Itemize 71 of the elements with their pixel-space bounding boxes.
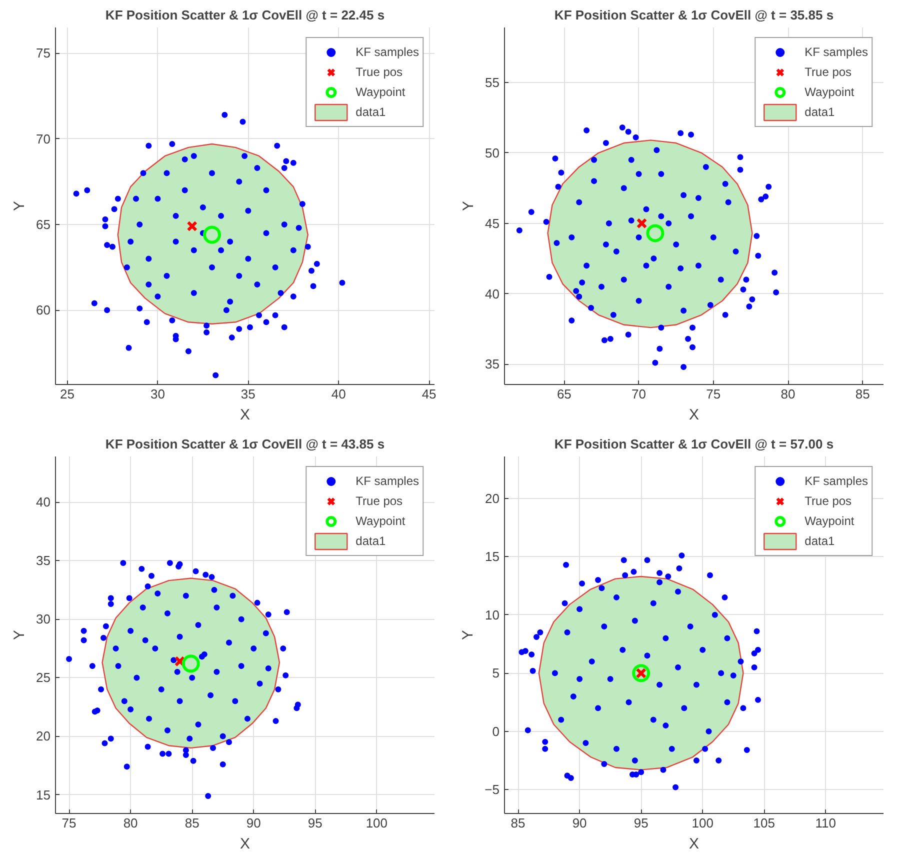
legend-label: True pos <box>804 494 852 508</box>
x-tick-label: 70 <box>632 386 646 402</box>
y-tick-label: 15 <box>36 787 51 802</box>
x-tick-label: 105 <box>753 816 775 830</box>
legend-label: Waypoint <box>804 85 854 99</box>
chart-title: KF Position Scatter & 1σ CovEll @ t = 57.00 s <box>554 436 834 452</box>
legend-label: data1 <box>356 534 386 548</box>
x-tick-label: 85 <box>855 386 870 402</box>
legend-label: KF samples <box>804 45 868 59</box>
legend-label: Waypoint <box>356 514 406 528</box>
x-tick-label: 35 <box>240 386 256 402</box>
x-tick-label: 45 <box>422 386 436 402</box>
x-tick-label: 95 <box>634 816 648 830</box>
y-tick-label: 75 <box>36 46 51 61</box>
y-tick-label: 0 <box>492 724 500 739</box>
x-tick-label: 80 <box>123 816 138 830</box>
x-tick-label: 85 <box>184 816 200 830</box>
y-tick-label: 70 <box>36 131 51 146</box>
y-tick-label: 45 <box>485 216 500 231</box>
legend-label: True pos <box>356 65 403 79</box>
y-tick-label: 35 <box>485 356 500 372</box>
y-tick-label: 25 <box>36 670 51 686</box>
chart-title: KF Position Scatter & 1σ CovEll @ t = 35.85 s <box>554 8 834 22</box>
y-tick-label: 35 <box>36 553 51 568</box>
legend-label: True pos <box>804 65 852 79</box>
x-tick-label: 75 <box>62 816 76 830</box>
y-tick-label: 15 <box>485 549 500 564</box>
legend-label: Waypoint <box>804 514 854 528</box>
legend-label: KF samples <box>356 474 419 488</box>
y-tick-label: 40 <box>485 286 500 302</box>
legend-label: data1 <box>804 534 835 548</box>
y-axis-title: Y <box>11 630 28 640</box>
chart-title: KF Position Scatter & 1σ CovEll @ t = 22.45 s <box>105 8 385 22</box>
x-tick-label: 80 <box>780 386 796 402</box>
y-axis-title: Y <box>460 630 477 640</box>
x-tick-label: 90 <box>572 816 587 830</box>
y-tick-label: 40 <box>36 494 51 510</box>
x-tick-label: 25 <box>60 386 74 402</box>
x-axis-title: X <box>240 836 250 852</box>
x-tick-label: 65 <box>556 386 572 402</box>
x-tick-label: 30 <box>150 386 165 402</box>
y-tick-label: 10 <box>485 607 500 622</box>
y-tick-label: 50 <box>485 145 500 160</box>
y-tick-label: 20 <box>485 490 500 506</box>
x-tick-label: 100 <box>366 816 388 830</box>
legend-label: Waypoint <box>356 85 406 99</box>
y-tick-label: 5 <box>492 666 500 681</box>
y-tick-label: 60 <box>36 302 51 318</box>
y-tick-label: 55 <box>485 74 500 90</box>
legend-label: data1 <box>804 105 835 119</box>
y-axis-title: Y <box>11 200 28 211</box>
legend-label: data1 <box>356 105 386 119</box>
legend-label: KF samples <box>804 474 868 488</box>
x-axis-title: X <box>240 406 250 424</box>
x-tick-label: 90 <box>246 816 261 830</box>
y-axis-title: Y <box>460 200 478 211</box>
y-tick-label: 20 <box>36 728 51 744</box>
y-tick-label: 30 <box>36 612 51 627</box>
chart-title: KF Position Scatter & 1σ CovEll @ t = 43.85 s <box>105 436 385 452</box>
legend-label: KF samples <box>356 45 419 59</box>
x-tick-label: 95 <box>308 816 322 830</box>
y-tick-label: 65 <box>36 217 51 232</box>
y-tick-label: −5 <box>484 782 500 798</box>
x-tick-label: 75 <box>706 386 721 402</box>
x-axis-title: X <box>689 406 700 424</box>
legend-label: True pos <box>356 494 403 508</box>
x-tick-label: 85 <box>510 816 526 830</box>
x-tick-label: 100 <box>692 816 714 830</box>
x-tick-label: 40 <box>331 386 346 402</box>
x-axis-title: X <box>689 836 700 852</box>
x-tick-label: 110 <box>815 816 836 830</box>
